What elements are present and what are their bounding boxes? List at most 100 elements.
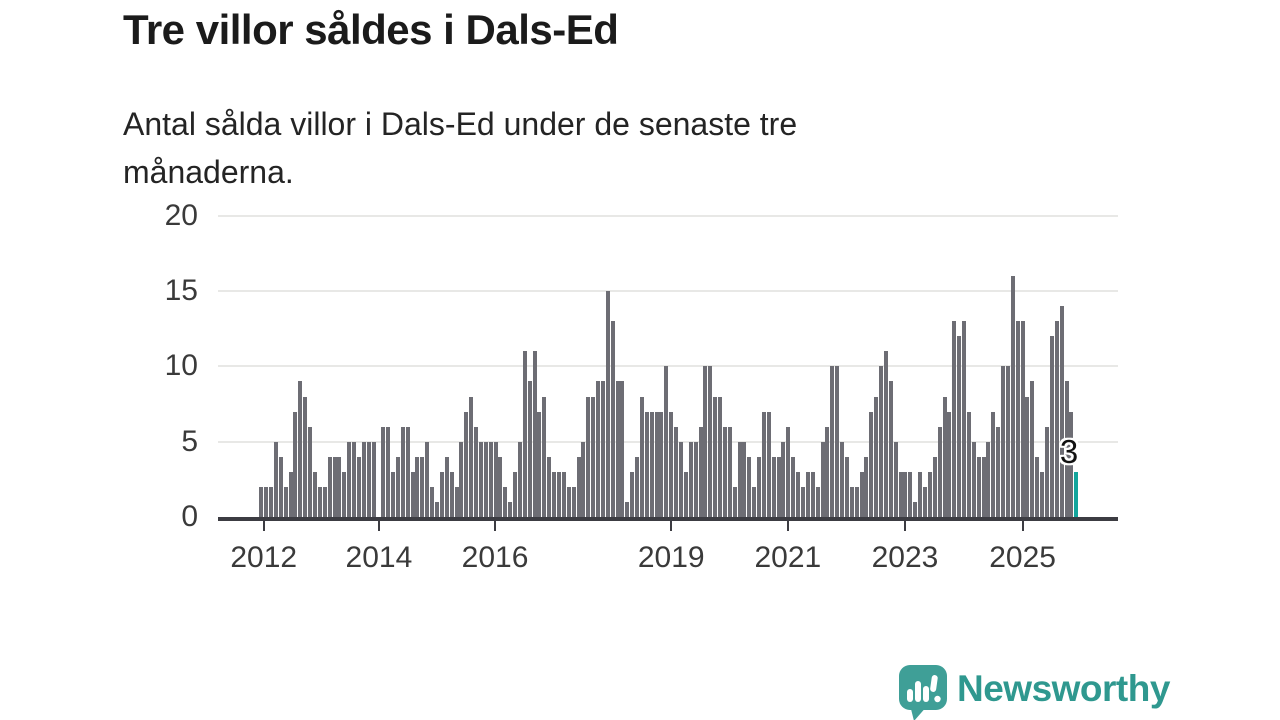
x-axis-tick-label: 2014 [345,541,413,574]
bar [1025,396,1030,517]
bar [747,456,752,517]
bar [283,486,288,517]
bar [986,441,991,517]
bar [1010,276,1015,517]
gridline-y20 [218,214,1118,217]
bar [391,471,396,517]
bar [552,471,557,517]
bar [874,396,879,517]
x-axis-tick [1021,521,1024,531]
bar [952,321,957,517]
bar [996,426,1001,517]
bar [566,486,571,517]
bar [591,396,596,517]
bar [722,426,727,517]
bar [1049,336,1054,517]
bar [854,486,859,517]
y-axis-tick-label: 15 [164,274,198,308]
bar [727,426,732,517]
bar [669,411,674,517]
bar [361,441,366,517]
x-axis-line [218,517,1118,521]
bar [483,441,488,517]
y-axis-tick-label: 10 [164,349,198,383]
bar [317,486,322,517]
bar [786,426,791,517]
x-axis-tick [786,521,789,531]
highlight-bar [1074,471,1079,517]
bar [962,321,967,517]
bar [766,411,771,517]
bar [849,486,854,517]
bar [503,486,508,517]
bar [405,426,410,517]
bar [903,471,908,517]
y-axis-tick-label: 20 [164,198,198,232]
bar [776,456,781,517]
chart-subtitle: Antal sålda villor i Dals-Ed under de se… [123,106,798,190]
bar [581,441,586,517]
bar [547,456,552,517]
bar [732,486,737,517]
bar [517,441,522,517]
bar [947,411,952,517]
bar [366,441,371,517]
bar [1001,366,1006,517]
bar [659,411,664,517]
bar [386,426,391,517]
bar [859,471,864,517]
bar [1054,321,1059,517]
bar [752,486,757,517]
bar [312,471,317,517]
bar [561,471,566,517]
bar [771,456,776,517]
bar [288,471,293,517]
bar [430,486,435,517]
page-title: Tre villor såldes i Dals-Ed [123,6,619,53]
bar [742,441,747,517]
bar [820,441,825,517]
y-axis-tick-label: 5 [181,424,198,458]
bar [649,411,654,517]
bar [532,351,537,517]
bar [932,456,937,517]
newsworthy-wordmark: Newsworthy [957,668,1170,709]
bar [395,456,400,517]
bar [1020,321,1025,517]
bar [537,411,542,517]
newsworthy-logo-icon [899,665,947,720]
bar [927,471,932,517]
bar [439,471,444,517]
bar [976,456,981,517]
bar [869,411,874,517]
bar [693,441,698,517]
bar [264,486,269,517]
bar [708,366,713,517]
bar [425,441,430,517]
bar [991,411,996,517]
bar [444,456,449,517]
bar [332,456,337,517]
x-axis-tick-label: 2021 [754,541,822,574]
bar [337,456,342,517]
bar [625,501,630,517]
bar [571,486,576,517]
bar [957,336,962,517]
bar [898,471,903,517]
bar [410,471,415,517]
bar [488,441,493,517]
bar [639,396,644,517]
x-axis-tick [377,521,380,531]
bar [620,381,625,517]
x-axis-tick-label: 2012 [230,541,298,574]
bar [478,441,483,517]
bar [1015,321,1020,517]
bar [586,396,591,517]
bar [259,486,264,517]
bar [371,441,376,517]
bar [352,441,357,517]
bar [1035,456,1040,517]
x-axis-tick-label: 2016 [461,541,529,574]
bar [303,396,308,517]
bar [596,381,601,517]
